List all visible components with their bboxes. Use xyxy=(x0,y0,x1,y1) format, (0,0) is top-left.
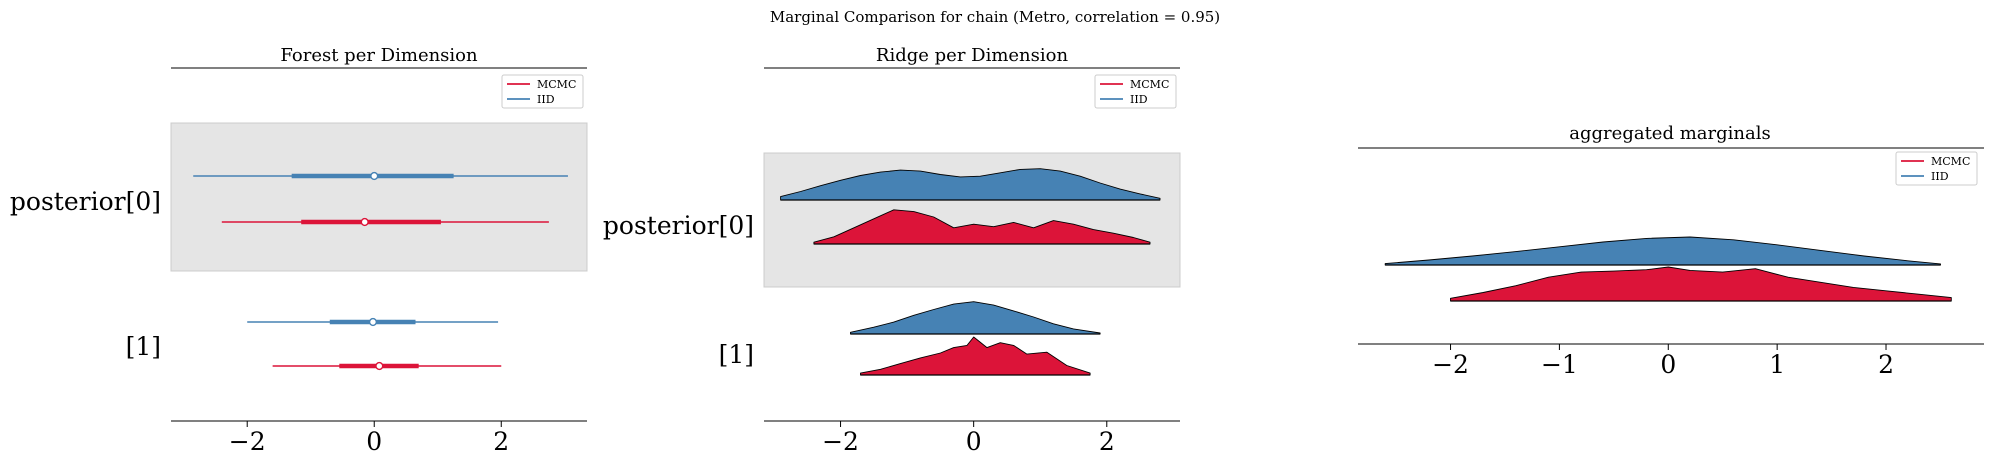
forest-row-label-0: posterior[0] xyxy=(10,187,161,216)
ridge-row-label-0: posterior[0] xyxy=(603,211,754,240)
ridge-panel-title: Ridge per Dimension xyxy=(876,45,1069,66)
forest-panel-title: Forest per Dimension xyxy=(280,45,478,66)
x-tick-label-2-0: −2 xyxy=(1432,350,1469,379)
x-tick-label-1-1: 0 xyxy=(966,427,982,456)
forest-row-label-1: [1] xyxy=(126,332,161,361)
figure-suptitle: Marginal Comparison for chain (Metro, co… xyxy=(770,8,1220,26)
forest-median-1-mcmc xyxy=(375,361,384,371)
x-tick-label-1-0: −2 xyxy=(822,427,859,456)
aggregated-legend-mcmc-label: MCMC xyxy=(1931,155,1970,168)
forest-legend-iid-label: IID xyxy=(537,93,555,106)
ridge-row-label-1: [1] xyxy=(719,340,754,369)
aggregated-panel-title: aggregated marginals xyxy=(1569,123,1770,144)
forest-legend-mcmc-label: MCMC xyxy=(537,78,576,91)
ridge-panel: Ridge per Dimension MCMC IID posterior[0… xyxy=(603,45,1181,456)
ridge-density-1-1-mcmc xyxy=(860,336,1091,376)
aggregated-legend: MCMC IID xyxy=(1895,151,1978,186)
forest-median-1-iid xyxy=(368,317,378,327)
x-tick-label-0-1: 0 xyxy=(366,427,382,456)
row-band-1-0 xyxy=(763,152,1181,288)
aggregated-legend-iid-label: IID xyxy=(1931,170,1949,183)
x-tick-label-2-2: 0 xyxy=(1660,350,1676,379)
ridge-legend: MCMC IID xyxy=(1094,74,1177,109)
ridge-density-1-1-iid xyxy=(850,301,1101,335)
forest-legend: MCMC IID xyxy=(501,74,584,109)
x-tick-label-2-3: 1 xyxy=(1769,350,1785,379)
x-tick-label-2-4: 2 xyxy=(1878,350,1894,379)
ridge-density-1-0-iid xyxy=(780,168,1161,201)
row-band-0-0 xyxy=(170,122,588,272)
forest-median-0-iid xyxy=(370,171,379,181)
x-tick-label-0-2: 2 xyxy=(493,427,509,456)
x-tick-label-2-1: −1 xyxy=(1541,350,1578,379)
ridge-legend-iid-label: IID xyxy=(1130,93,1148,106)
ridge-density-2-0-mcmc xyxy=(1450,266,1952,302)
forest-panel: Forest per Dimension MCMC IID posterior[… xyxy=(10,45,588,456)
ridge-density-2-0-iid xyxy=(1384,236,1941,266)
x-tick-label-1-2: 2 xyxy=(1099,427,1115,456)
ridge-legend-mcmc-label: MCMC xyxy=(1130,78,1169,91)
aggregated-panel: aggregated marginals MCMC IID −2 −1 0 1 2 xyxy=(1358,123,1984,379)
ridge-density-1-0-mcmc xyxy=(813,209,1151,245)
forest-median-0-mcmc xyxy=(360,217,369,227)
x-tick-label-0-0: −2 xyxy=(229,427,266,456)
